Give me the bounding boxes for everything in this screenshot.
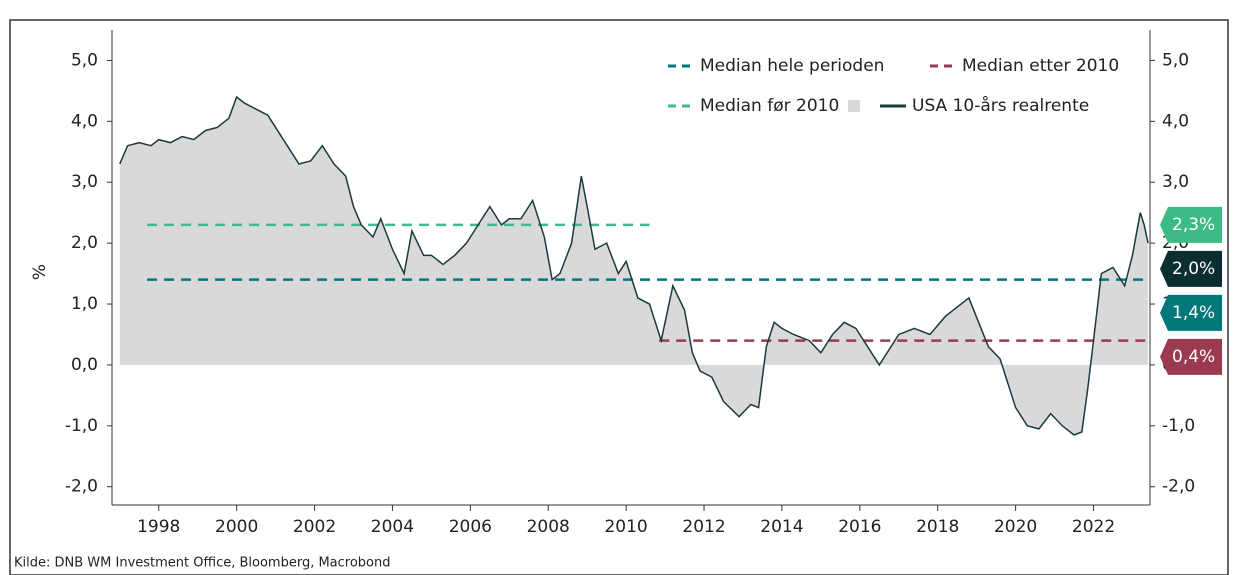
x-tick-label: 2004 [371, 517, 414, 537]
end-label: 0,4% [1172, 347, 1215, 367]
x-tick-label: 2012 [682, 517, 725, 537]
source: Kilde: DNB WM Investment Office, Bloombe… [14, 556, 391, 571]
legend-label: Median før 2010 [700, 96, 839, 116]
x-tick-label: 2022 [1072, 517, 1115, 537]
y2-tick-label: 5,0 [1162, 50, 1189, 70]
y-tick-label: 3,0 [71, 172, 98, 192]
x-tick-label: 2016 [838, 517, 881, 537]
y-axis-label: % [30, 264, 50, 280]
end-label: 2,3% [1172, 215, 1215, 235]
frame [9, 19, 1229, 575]
legend-label: USA 10-års realrente [912, 95, 1089, 116]
x-tick-label: 2006 [449, 517, 492, 537]
x-tick-label: 2002 [293, 517, 336, 537]
y-tick-label: -2,0 [65, 477, 98, 497]
y2-tick-label: 4,0 [1162, 111, 1189, 131]
x-tick-label: 2008 [527, 517, 570, 537]
x-tick-label: 1998 [137, 517, 180, 537]
y-tick-label: 2,0 [71, 233, 98, 253]
y2-tick-label: 3,0 [1162, 172, 1189, 192]
area [119, 96, 1149, 435]
x-tick-label: 2014 [760, 517, 803, 537]
legend-label: Median hele perioden [700, 56, 884, 76]
y-tick-label: 1,0 [71, 294, 98, 314]
legend-swatch [848, 100, 860, 112]
end-label-flag [1160, 338, 1222, 375]
end-label: 2,0% [1172, 259, 1215, 279]
y2-tick-label: -2,0 [1162, 477, 1195, 497]
y-tick-label: 5,0 [71, 50, 98, 70]
y-tick-label: 0,0 [71, 355, 98, 375]
end-label: 1,4% [1172, 303, 1215, 323]
y2-tick-label: -1,0 [1162, 416, 1195, 436]
end-label-flag [1160, 206, 1222, 243]
x-tick-label: 2018 [916, 517, 959, 537]
y-tick-label: 4,0 [71, 111, 98, 131]
line [119, 95, 1149, 436]
y-tick-label: -1,0 [65, 416, 98, 436]
end-label-flag [1160, 294, 1222, 331]
x-tick-label: 2010 [604, 517, 647, 537]
x-tick-label: 2000 [215, 517, 258, 537]
legend-label: Median etter 2010 [962, 56, 1119, 76]
x-tick-label: 2020 [994, 517, 1037, 537]
end-label-flag [1160, 250, 1222, 287]
